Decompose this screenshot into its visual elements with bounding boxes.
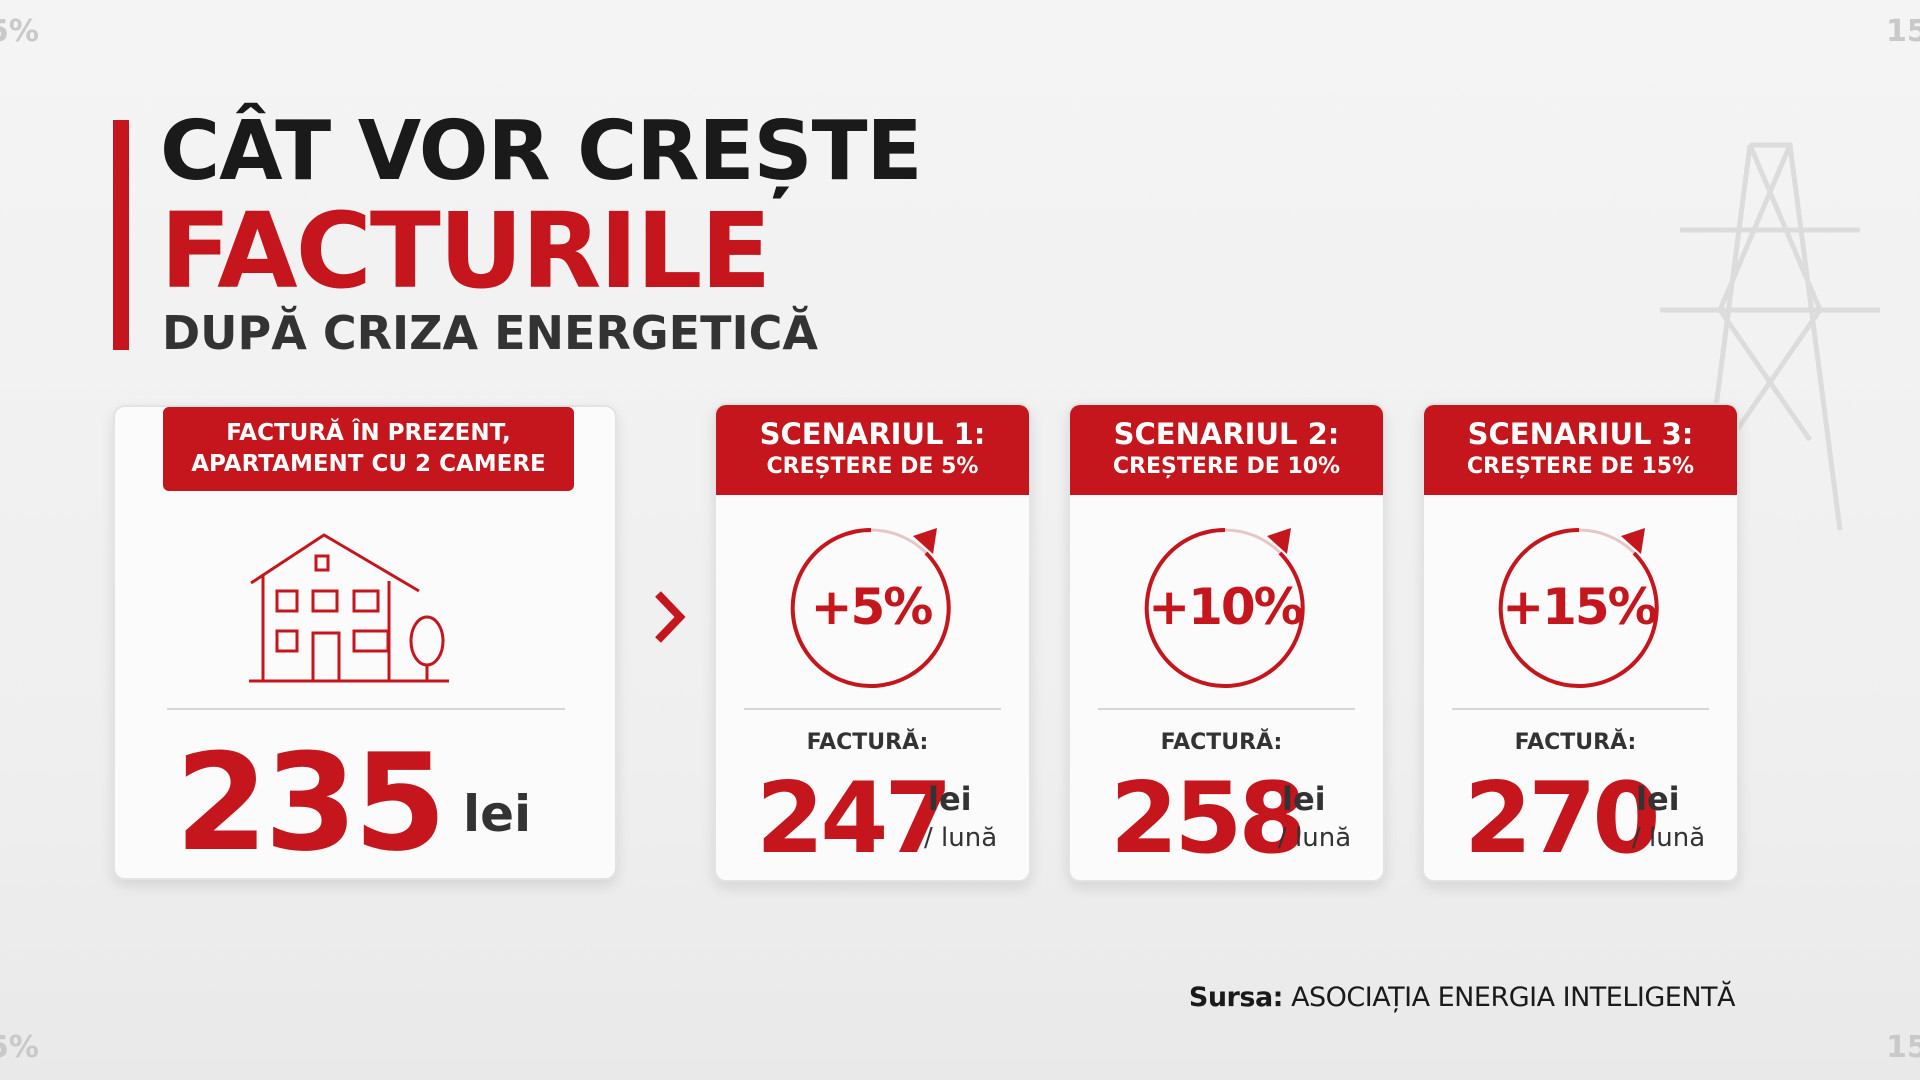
scenario-card: SCENARIUL 1: CREȘTERE DE 5% +5% FACTURĂ:…	[714, 403, 1031, 882]
scenario-title: SCENARIUL 1:	[759, 417, 986, 451]
source-name: ASOCIAȚIA ENERGIA INTELIGENTĂ	[1291, 982, 1735, 1013]
scenario-header: SCENARIUL 1: CREȘTERE DE 5%	[716, 405, 1029, 495]
current-header: FACTURĂ ÎN PREZENT, APARTAMENT CU 2 CAME…	[163, 407, 574, 491]
scenario-amount: 258	[1110, 762, 1307, 876]
scenario-subtitle: CREȘTERE DE 5%	[766, 454, 979, 479]
scenario-title: SCENARIUL 3:	[1467, 417, 1694, 451]
title-highlight: FACTURILE	[160, 190, 771, 312]
scenario-amount: 247	[756, 762, 953, 876]
divider	[1452, 708, 1709, 710]
scenario-subtitle: CREȘTERE DE 15%	[1466, 454, 1695, 479]
accent-bar	[113, 120, 129, 350]
current-label: APARTAMENT CU 2 CAMERE	[191, 451, 546, 477]
current-unit: lei	[463, 785, 532, 843]
current-amount: 235	[175, 725, 447, 881]
divider	[1098, 708, 1355, 710]
unit: lei	[1636, 780, 1680, 818]
growth-ring: +15%	[1498, 527, 1659, 688]
subtitle: DUPĂ CRIZA ENERGETICĂ	[162, 306, 818, 360]
scenario-card: SCENARIUL 3: CREȘTERE DE 15% +15% FACTUR…	[1422, 403, 1739, 882]
growth-ring: +10%	[1144, 527, 1305, 688]
title: CÂT VOR CREȘTE	[160, 104, 923, 199]
unit: lei	[928, 780, 972, 818]
source: Sursa: ASOCIAȚIA ENERGIA INTELIGENTĂ	[1188, 982, 1736, 1013]
pylon-decoration	[1660, 142, 1880, 531]
corner-label: 5%	[0, 1030, 39, 1065]
badge: +10%	[1148, 578, 1302, 636]
arrow-icon	[655, 591, 686, 643]
bill-label: FACTURĂ:	[806, 730, 929, 755]
bill-label: FACTURĂ:	[1160, 730, 1283, 755]
current-label: FACTURĂ ÎN PREZENT,	[226, 420, 511, 446]
scenario-subtitle: CREȘTERE DE 10%	[1112, 454, 1341, 479]
scenario-header: SCENARIUL 2: CREȘTERE DE 10%	[1070, 405, 1383, 495]
corner-label: 15	[1886, 1030, 1920, 1065]
corner-label: 5%	[0, 14, 39, 49]
house-icon	[249, 533, 449, 683]
divider	[744, 708, 1001, 710]
scenario-header: SCENARIUL 3: CREȘTERE DE 15%	[1424, 405, 1737, 495]
bill-label: FACTURĂ:	[1514, 730, 1637, 755]
scenario-card: SCENARIUL 2: CREȘTERE DE 10% +10% FACTUR…	[1068, 403, 1385, 882]
divider	[167, 708, 565, 710]
source-label: Sursa:	[1188, 982, 1284, 1013]
unit: lei	[1282, 780, 1326, 818]
period: / lună	[924, 823, 998, 853]
scenario-title: SCENARIUL 2:	[1113, 417, 1340, 451]
current-card: FACTURĂ ÎN PREZENT, APARTAMENT CU 2 CAME…	[113, 405, 617, 881]
growth-ring: +5%	[790, 527, 951, 688]
scenario-amount: 270	[1464, 762, 1661, 876]
corner-label: 15	[1886, 14, 1920, 49]
period: / lună	[1278, 823, 1352, 853]
badge: +15%	[1502, 578, 1656, 636]
period: / lună	[1632, 823, 1706, 853]
badge: +5%	[811, 578, 933, 636]
